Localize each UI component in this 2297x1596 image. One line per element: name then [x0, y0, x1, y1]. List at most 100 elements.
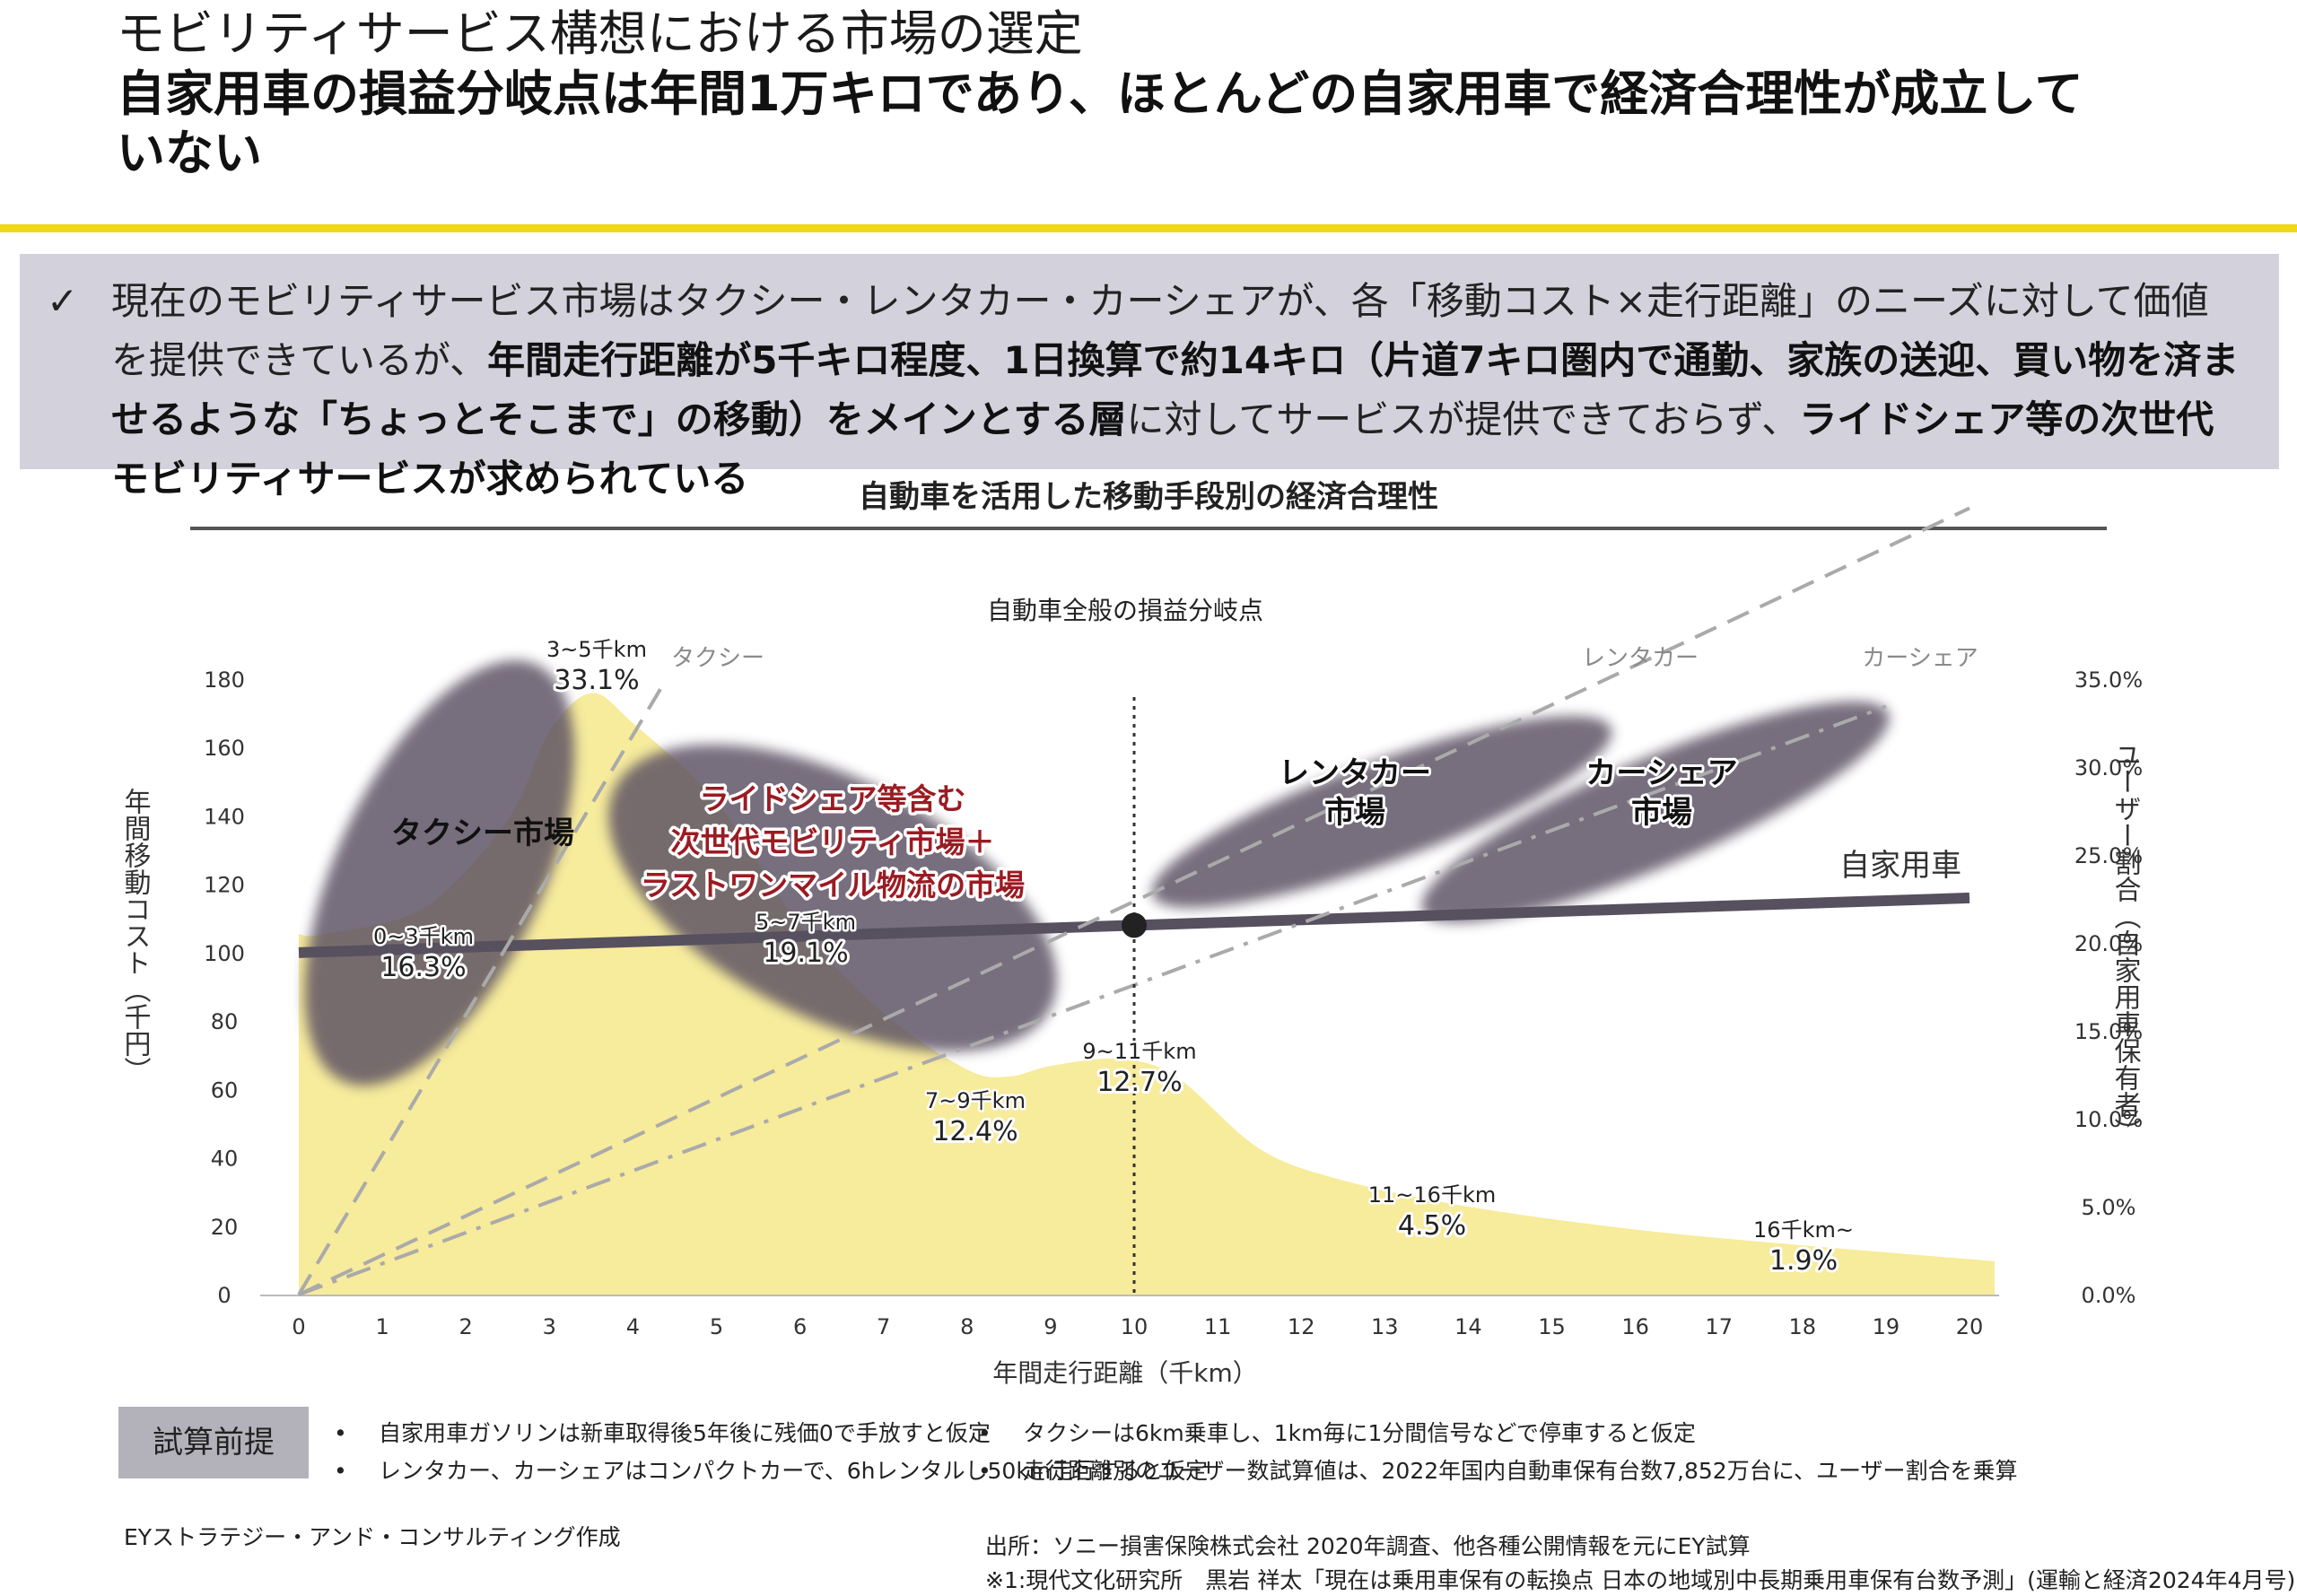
rental-market-label-2: 市場 [1324, 795, 1385, 831]
breakeven-point [1122, 912, 1147, 938]
x-tick: 13 [1371, 1314, 1399, 1339]
rideshare-market-label-2: 次世代モビリティ市場＋ [670, 824, 994, 859]
x-tick: 5 [710, 1314, 723, 1339]
x-tick: 3 [543, 1314, 556, 1339]
reference-note: ※1:現代文化研究所 黒岩 祥太「現在は乗用車保有の転換点 日本の地域別中長期乗… [985, 1567, 2296, 1593]
private-car-label: 自家用車 [1839, 848, 1961, 884]
band-range-label: 7~9千km [925, 1088, 1026, 1113]
x-tick: 6 [793, 1314, 807, 1339]
y-tick-left: 180 [204, 667, 245, 693]
band-range-label: 0~3千km [373, 924, 474, 949]
x-tick: 15 [1538, 1314, 1566, 1339]
x-tick: 20 [1956, 1314, 1984, 1339]
carshare-line-label: カーシェア [1862, 645, 1978, 672]
carshare-market-label-1: カーシェア [1585, 755, 1737, 791]
taxi-market-blob [304, 659, 575, 1086]
summary-part-3c: ライドシェア等の次世代モビリティサービスが求められている [111, 397, 2214, 501]
rideshare-market-label-1: ライドシェア等含む [700, 781, 966, 816]
band-share-label: 33.1% [554, 665, 639, 696]
premise-item-4: • 走行距離別のユーザー数試算値は、2022年国内自動車保有台数7,852万台に、… [978, 1458, 2018, 1484]
breakeven-label: 自動車全般の損益分岐点 [987, 596, 1263, 625]
y-tick-right: 10.0% [2074, 1107, 2143, 1132]
headline-line2: いない [117, 125, 262, 181]
title-area: モビリティサービス構想における市場の選定 自家用車の損益分岐点は年間1万キロであ… [117, 0, 2180, 183]
y-tick-right: 5.0% [2082, 1195, 2136, 1220]
band-range-label: 9~11千km [1082, 1039, 1196, 1064]
y-tick-left: 120 [204, 873, 245, 898]
rideshare-market-label-3: ラストワンマイル物流の市場 [641, 868, 1025, 903]
band-share-label: 19.1% [763, 938, 848, 969]
x-tick: 10 [1121, 1314, 1148, 1339]
y-tick-right: 0.0% [2082, 1283, 2136, 1308]
x-tick: 11 [1204, 1314, 1232, 1339]
band-range-label: 16千km~ [1753, 1217, 1854, 1243]
source-note: 出所：ソニー損害保険株式会社 2020年調査、他各種公開情報を元にEY試算 [985, 1533, 1751, 1559]
x-tick: 4 [626, 1314, 640, 1339]
summary-text: 現在のモビリティサービス市場はタクシー・レンタカー・カーシェアが、各「移動コスト… [72, 272, 2243, 509]
y-tick-right: 20.0% [2074, 931, 2143, 956]
summary-part-1: 現在のモビリティサービス市場はタクシー・レンタカー・カーシェアが、各「移動コスト… [111, 279, 2209, 382]
chart-title-rule [190, 527, 2107, 530]
x-tick: 8 [960, 1314, 974, 1339]
band-range-label: 5~7千km [755, 910, 856, 935]
x-tick: 12 [1288, 1314, 1315, 1339]
taxi-market-label: タクシー市場 [391, 815, 574, 851]
page-title: モビリティサービス構想における市場の選定 [117, 5, 1083, 62]
band-share-label: 12.4% [932, 1116, 1017, 1147]
x-tick: 2 [459, 1314, 473, 1339]
y-axis-title-right: ユーザー割合（自家用車保有者） [2109, 741, 2142, 1145]
y-tick-left: 40 [211, 1147, 239, 1172]
y-tick-right: 15.0% [2074, 1019, 2143, 1044]
carshare-market-label-2: 市場 [1631, 795, 1692, 831]
y-tick-left: 60 [211, 1077, 239, 1103]
summary-part-2b: 距離が5千キロ程度、1日換算で約14キロ（片道7キロ圏内で通勤、家族の送迎、買い… [111, 338, 2240, 441]
band-range-label: 11~16千km [1368, 1182, 1496, 1208]
rideshare-market-blob [608, 744, 1057, 1052]
x-tick: 0 [292, 1314, 305, 1339]
premise-label: 試算前提 [118, 1407, 309, 1478]
premise-item-3: • タクシーは6km乗車し、1km毎に1分間信号などで停車すると仮定 [978, 1420, 1696, 1446]
rental-line-label: レンタカー [1582, 645, 1699, 672]
carshare-market-blob [1421, 701, 1890, 923]
y-axis-title-left: 年間移動コスト（千円） [119, 788, 152, 1084]
x-axis-title: 年間走行距離（千km） [992, 1358, 1258, 1388]
taxi-line [297, 677, 668, 1296]
x-tick: 9 [1044, 1314, 1057, 1339]
headline-line1: 自家用車の損益分岐点は年間1万キロであり、ほとんどの自家用車で経済合理性が成立し… [117, 65, 2083, 122]
author-credit: EYストラテジー・アンド・コンサルティング作成 [124, 1524, 621, 1550]
x-tick: 18 [1789, 1314, 1817, 1339]
band-share-label: 12.7% [1096, 1067, 1182, 1098]
y-tick-left: 140 [204, 804, 245, 829]
band-share-label: 4.5% [1398, 1210, 1466, 1242]
x-tick: 1 [375, 1314, 389, 1339]
x-tick: 16 [1621, 1314, 1649, 1339]
rental-market-label-1: レンタカー [1279, 755, 1431, 791]
summary-box: ✓ 現在のモビリティサービス市場はタクシー・レンタカー・カーシェアが、各「移動コ… [20, 254, 2279, 501]
premise-item-2: • レンタカー、カーシェアはコンパクトカーで、6hレンタルし50km走行すると仮定 [334, 1458, 1209, 1484]
y-tick-left: 100 [204, 941, 245, 966]
y-tick-left: 0 [217, 1283, 231, 1308]
rental-line [298, 506, 1970, 1296]
x-tick: 17 [1705, 1314, 1733, 1339]
summary-part-1b: 年間走行 [487, 338, 639, 382]
premise-item-1: • 自家用車ガソリンは新車取得後5年後に残価0で手放すと仮定 [334, 1420, 991, 1446]
x-tick: 14 [1454, 1314, 1482, 1339]
y-tick-left: 20 [211, 1215, 239, 1240]
y-tick-right: 25.0% [2074, 843, 2143, 868]
band-share-label: 1.9% [1769, 1245, 1838, 1277]
band-range-label: 3~5千km [546, 637, 647, 662]
y-tick-left: 80 [211, 1009, 239, 1034]
yellow-divider [0, 224, 2297, 232]
taxi-line-label: タクシー [671, 645, 764, 672]
summary-part-3: に対してサービスが提供できておらず、 [1126, 397, 1800, 441]
chart-title: 自動車を活用した移動手段別の経済合理性 [859, 479, 1438, 515]
check-icon: ✓ [47, 279, 79, 323]
band-share-label: 16.3% [380, 952, 466, 983]
summary-part-3b: とする層 [976, 397, 1127, 441]
y-tick-left: 160 [204, 736, 245, 761]
rental-market-blob [1151, 716, 1612, 908]
y-tick-right: 35.0% [2074, 667, 2143, 693]
y-tick-right: 30.0% [2074, 755, 2143, 781]
x-tick: 7 [877, 1314, 890, 1339]
